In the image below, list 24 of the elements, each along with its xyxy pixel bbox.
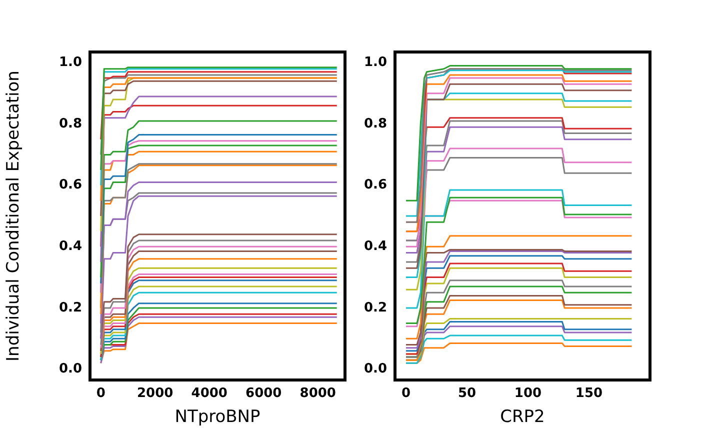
- y-tick-label: 0.4: [364, 239, 387, 254]
- y-tick-label: 0.2: [58, 300, 82, 316]
- x-tick-label: 8000: [300, 386, 336, 402]
- x-tick-label: 4000: [191, 386, 228, 402]
- x-tick-label: 50: [458, 386, 476, 402]
- x-tick-label: 0: [96, 386, 106, 402]
- y-tick-label: 0.4: [58, 239, 82, 254]
- y-tick-label: 0.6: [364, 178, 387, 193]
- x-axis-title: CRP2: [500, 407, 545, 428]
- x-tick-label: 6000: [246, 386, 282, 402]
- y-tick-label: 1.0: [364, 55, 387, 70]
- y-tick-label: 0.2: [364, 300, 387, 316]
- x-tick-label: 150: [575, 386, 603, 402]
- y-tick-label: 0.0: [364, 362, 387, 377]
- x-axis-title: NTproBNP: [174, 407, 260, 428]
- x-tick-label: 0: [401, 386, 411, 402]
- y-tick-label: 0.8: [364, 116, 387, 132]
- y-axis-title: Individual Conditional Expectation: [4, 70, 24, 362]
- x-tick-label: 100: [514, 386, 542, 402]
- y-tick-label: 0.6: [58, 178, 82, 193]
- y-tick-label: 0.0: [58, 362, 82, 377]
- x-tick-label: 2000: [137, 386, 174, 402]
- y-tick-label: 1.0: [58, 55, 82, 70]
- y-tick-label: 0.8: [58, 116, 82, 132]
